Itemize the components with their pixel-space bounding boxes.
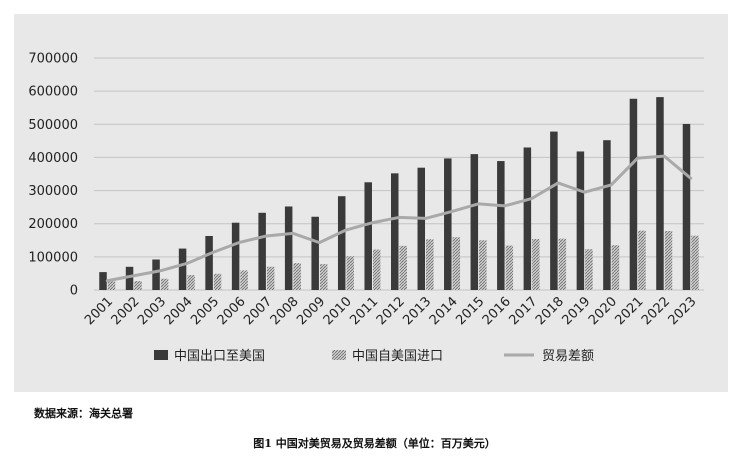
bar-import bbox=[187, 275, 195, 290]
bar-import bbox=[479, 240, 487, 290]
bar-import bbox=[664, 231, 673, 290]
bar-export bbox=[258, 212, 266, 290]
bar-export bbox=[550, 131, 558, 290]
chart: 0 100000 200000 300000 400000 500000 600000 700… bbox=[28, 52, 704, 364]
x-tick-label: 2018 bbox=[533, 294, 567, 328]
x-tick-label: 2021 bbox=[613, 294, 647, 328]
x-tick-label: 2006 bbox=[215, 294, 249, 328]
x-tick-label: 2005 bbox=[188, 294, 222, 328]
y-tick-label: 0 bbox=[70, 284, 78, 299]
bar-import bbox=[319, 264, 328, 290]
bar-export bbox=[231, 222, 240, 290]
x-tick-label: 2002 bbox=[109, 294, 143, 328]
bar-import bbox=[452, 237, 461, 290]
trade-balance-line bbox=[105, 154, 693, 283]
bar-import bbox=[585, 249, 593, 290]
bar-export bbox=[178, 248, 187, 290]
y-tick-label: 500000 bbox=[28, 118, 78, 133]
x-tick-label: 2010 bbox=[321, 294, 355, 328]
bar-export bbox=[682, 123, 691, 290]
x-tick-label: 2009 bbox=[294, 294, 328, 328]
bar-export bbox=[99, 272, 107, 290]
x-tick-label: 2019 bbox=[559, 294, 593, 328]
bar-export bbox=[576, 151, 585, 290]
x-tick-label: 2015 bbox=[453, 294, 487, 328]
bar-export bbox=[603, 140, 611, 290]
bar-import bbox=[638, 230, 646, 290]
bar-export bbox=[523, 147, 532, 290]
bar-import bbox=[346, 256, 354, 290]
legend-swatch bbox=[332, 350, 346, 360]
bar-export bbox=[205, 235, 213, 290]
y-axis: 0 100000 200000 300000 400000 500000 600000 700… bbox=[28, 52, 78, 299]
legend-label: 贸易差额 bbox=[542, 349, 594, 364]
chart-panel: 0 100000 200000 300000 400000 500000 600000 700… bbox=[14, 14, 728, 392]
bar-export bbox=[391, 173, 399, 290]
x-tick-label: 2017 bbox=[506, 294, 540, 328]
bar-export bbox=[417, 167, 426, 290]
x-tick-label: 2007 bbox=[241, 294, 275, 328]
x-tick-label: 2014 bbox=[427, 294, 461, 328]
bar-import bbox=[134, 281, 142, 290]
x-tick-label: 2020 bbox=[586, 294, 620, 328]
source-note: 数据来源：海关总署 bbox=[34, 407, 133, 420]
bar-import bbox=[107, 281, 116, 290]
figure-caption: 图1 中国对美贸易及贸易差额（单位：百万美元） bbox=[253, 437, 496, 450]
y-tick-label: 400000 bbox=[28, 151, 78, 166]
y-tick-label: 200000 bbox=[28, 217, 78, 232]
x-tick-label: 2011 bbox=[347, 294, 381, 328]
x-tick-label: 2023 bbox=[666, 294, 700, 328]
x-tick-label: 2016 bbox=[480, 294, 514, 328]
bar-export bbox=[152, 259, 160, 290]
bar-import bbox=[213, 273, 222, 290]
bar-export bbox=[444, 158, 452, 290]
legend-label: 中国出口至美国 bbox=[174, 349, 265, 364]
y-tick-label: 600000 bbox=[28, 85, 78, 100]
bar-export bbox=[125, 266, 134, 290]
bar-export bbox=[311, 216, 319, 290]
legend-swatch bbox=[154, 350, 168, 360]
bar-export bbox=[284, 206, 293, 290]
bar-import bbox=[266, 266, 275, 290]
bar-export bbox=[470, 154, 479, 290]
x-tick-label: 2012 bbox=[374, 294, 408, 328]
bar-import bbox=[160, 278, 169, 290]
bar-import bbox=[293, 263, 301, 290]
bar-import bbox=[691, 235, 699, 290]
bar-import bbox=[558, 238, 567, 290]
bar-export bbox=[629, 98, 638, 290]
x-tick-label: 2001 bbox=[82, 294, 116, 328]
x-tick-label: 2008 bbox=[268, 294, 302, 328]
x-axis: 2001200220032004200520062007200820092010… bbox=[82, 294, 699, 328]
line-series bbox=[105, 154, 693, 283]
x-tick-label: 2004 bbox=[162, 294, 196, 328]
bar-export bbox=[497, 161, 505, 290]
bar-export bbox=[656, 97, 664, 290]
y-tick-label: 700000 bbox=[28, 52, 78, 67]
legend: 中国出口至美国 中国自美国进口 贸易差额 bbox=[154, 349, 594, 364]
bar-export bbox=[337, 196, 346, 290]
bar-import bbox=[532, 238, 540, 290]
bars bbox=[99, 97, 699, 290]
x-tick-label: 2022 bbox=[639, 294, 673, 328]
bar-import bbox=[372, 249, 381, 290]
y-tick-label: 300000 bbox=[28, 184, 78, 199]
gridlines bbox=[94, 57, 704, 291]
x-tick-label: 2003 bbox=[135, 294, 169, 328]
bar-import bbox=[505, 245, 514, 290]
bar-import bbox=[426, 239, 434, 290]
bar-import bbox=[611, 245, 620, 290]
bar-export bbox=[364, 182, 372, 290]
bar-import bbox=[399, 245, 407, 290]
bar-import bbox=[240, 270, 248, 290]
legend-label: 中国自美国进口 bbox=[352, 349, 443, 364]
y-tick-label: 100000 bbox=[28, 250, 78, 265]
x-tick-label: 2013 bbox=[400, 294, 434, 328]
